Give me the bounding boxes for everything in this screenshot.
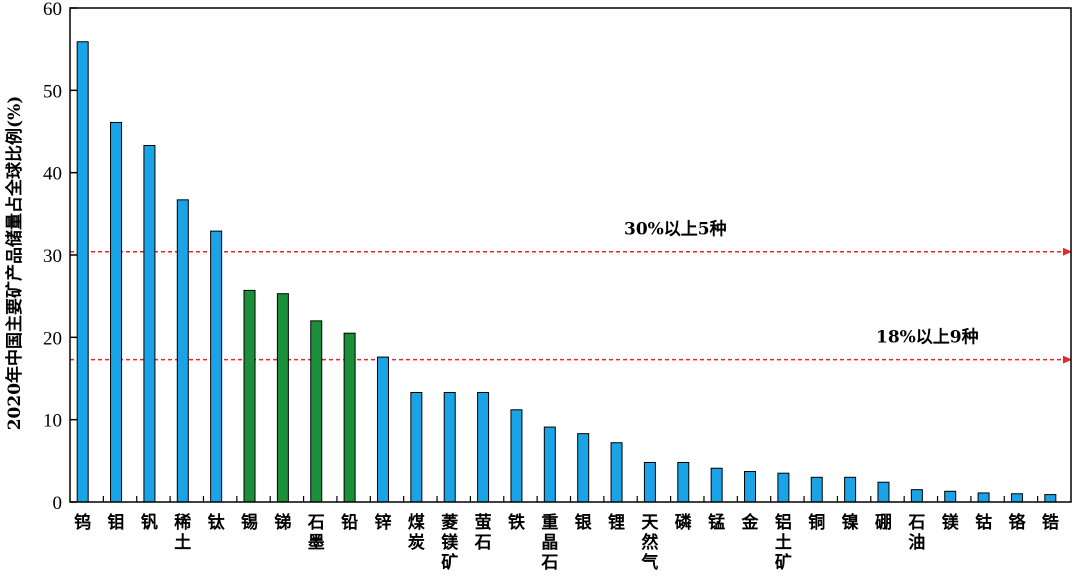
- category-label-重晶石: 重晶石: [540, 512, 558, 573]
- bar-稀土: [176, 199, 189, 503]
- y-axis-title: 2020年中国主要矿产品储量占全球比例(%): [4, 96, 25, 431]
- y-tick-label: 60: [43, 0, 62, 20]
- bar-煤炭: [410, 391, 423, 503]
- bar-硼: [877, 481, 890, 503]
- category-label-金: 金: [741, 512, 760, 533]
- category-label-锂: 锂: [608, 512, 625, 533]
- bar-镍: [844, 476, 857, 503]
- bar-铁: [510, 409, 523, 503]
- bar-铬: [1010, 493, 1023, 503]
- y-tick-label: 50: [43, 81, 62, 102]
- y-axis-label: 2020年中国主要矿产品储量占全球比例(%): [4, 96, 25, 431]
- bar-磷: [677, 461, 690, 503]
- bar-金: [744, 471, 757, 503]
- category-label-煤炭: 煤炭: [408, 512, 425, 553]
- threshold-label-1: 18%以上9种: [876, 327, 979, 348]
- y-axis-ticks: 0 10 20 30 40 50 60: [43, 0, 77, 514]
- bar-石油: [910, 489, 923, 503]
- bar-菱镁矿: [443, 391, 456, 503]
- bar-铝土矿: [777, 472, 790, 503]
- bar-镁: [944, 490, 957, 503]
- bar-锂: [610, 442, 623, 503]
- category-label-磷: 磷: [675, 512, 693, 533]
- bar-锆: [1044, 494, 1057, 503]
- y-tick-label: 20: [43, 328, 62, 349]
- category-label-锆: 锆: [1042, 512, 1059, 533]
- category-label-镍: 镍: [842, 512, 859, 533]
- category-label-石墨: 石墨: [307, 513, 325, 553]
- bar-锑: [276, 293, 289, 503]
- bar-铅: [343, 332, 356, 503]
- y-tick-label: 10: [43, 411, 62, 432]
- category-label-菱镁矿: 菱镁矿: [441, 513, 458, 573]
- threshold-lines: [70, 247, 1072, 364]
- category-label-萤石: 萤石: [474, 513, 492, 553]
- bar-银: [577, 433, 590, 503]
- bar-钒: [143, 144, 156, 503]
- threshold-annotations: 30%以上5种 18%以上9种: [624, 219, 979, 348]
- category-label-锌: 锌: [374, 512, 391, 533]
- bar-萤石: [477, 391, 490, 503]
- category-label-铬: 铬: [1008, 512, 1026, 533]
- bar-钼: [110, 121, 123, 503]
- category-label-锑: 锑: [274, 512, 291, 533]
- y-tick-label: 0: [53, 493, 63, 514]
- category-labels: 钨钼钒稀土钛锡锑石墨铅锌煤炭菱镁矿萤石铁 重晶石银锂天然气磷锰金铝土矿铜镍硼石油镁…: [74, 512, 1059, 573]
- category-label-钛: 钛: [208, 512, 226, 533]
- y-tick-label: 40: [43, 164, 62, 185]
- threshold-label-0: 30%以上5种: [624, 219, 727, 240]
- category-label-银: 银: [575, 512, 593, 533]
- category-label-稀土: 稀土: [174, 512, 191, 553]
- bar-锰: [710, 467, 723, 503]
- y-tick-label: 30: [43, 246, 62, 267]
- category-label-硼: 硼: [875, 513, 892, 533]
- threshold-arrow-0: [1063, 247, 1072, 256]
- bar-天然气: [643, 461, 656, 503]
- bar-钴: [977, 492, 990, 503]
- category-label-钼: 钼: [108, 512, 125, 533]
- bar-石墨: [310, 320, 323, 503]
- bar-锌: [376, 356, 389, 503]
- category-label-锰: 锰: [708, 512, 725, 533]
- bar-重晶石: [543, 426, 556, 503]
- category-label-镁: 镁: [942, 512, 959, 533]
- category-label-天然气: 天然气: [640, 513, 659, 573]
- category-label-钒: 钒: [141, 512, 158, 533]
- category-label-钨: 钨: [74, 512, 91, 533]
- category-label-钴: 钴: [975, 512, 992, 533]
- threshold-arrow-1: [1063, 355, 1072, 364]
- bar-铜: [810, 476, 823, 503]
- bars: [76, 41, 1057, 503]
- category-label-铜: 铜: [808, 512, 825, 533]
- category-label-石油: 石油: [907, 513, 925, 553]
- x-axis-ticks: [102, 496, 1039, 502]
- category-label-铅: 铅: [341, 512, 358, 533]
- category-label-锡: 锡: [241, 512, 258, 533]
- bar-钨: [76, 41, 89, 503]
- category-label-铁: 铁: [508, 512, 525, 533]
- bar-锡: [243, 289, 256, 503]
- bar-钛: [210, 230, 223, 503]
- category-label-铝土矿: 铝土矿: [775, 512, 792, 573]
